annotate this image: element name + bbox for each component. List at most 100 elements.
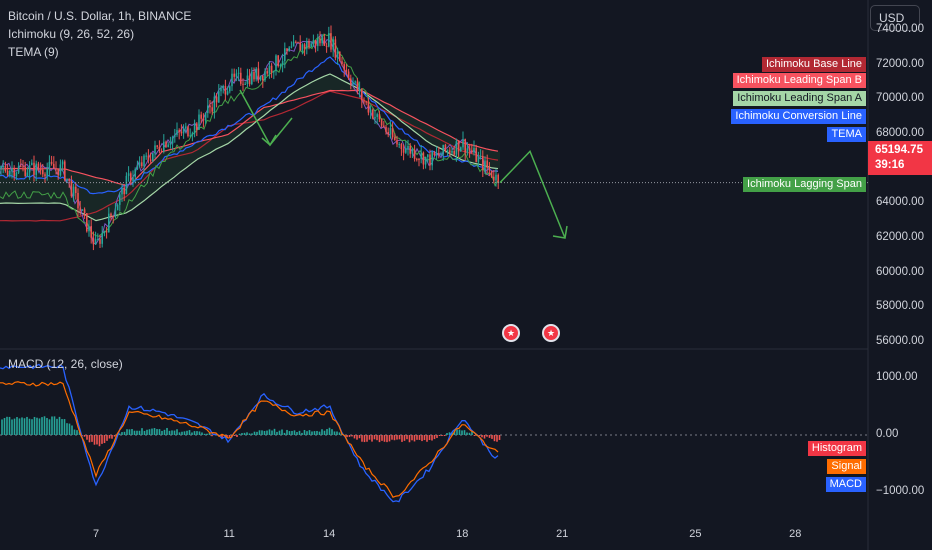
histogram-bar <box>381 435 383 441</box>
histogram-bar <box>146 429 148 435</box>
candle-body <box>435 153 438 155</box>
candle-body <box>273 71 275 73</box>
candle-body <box>281 61 284 65</box>
histogram-bar <box>43 416 46 435</box>
candle-body <box>218 91 220 103</box>
histogram-bar <box>51 416 53 435</box>
candle-body <box>378 114 381 120</box>
histogram-bar <box>278 430 281 435</box>
candle-body <box>339 51 341 62</box>
candle-body <box>295 41 297 43</box>
candle-body <box>233 73 235 77</box>
histogram-bar <box>488 435 491 438</box>
candle-body <box>176 130 178 135</box>
candle-body <box>288 47 290 52</box>
histogram-bar <box>211 435 213 437</box>
histogram-bar <box>426 435 428 442</box>
macd-legend[interactable]: MACD (12, 26, close) <box>8 357 123 371</box>
histogram-bar <box>246 432 248 435</box>
candle-body <box>189 135 191 137</box>
candle-body <box>442 144 444 155</box>
candle-body <box>9 171 11 175</box>
time-tick-label: 14 <box>322 528 336 540</box>
candle-body <box>449 150 451 153</box>
candle-body <box>413 149 416 159</box>
candle-body <box>367 102 370 113</box>
candle-body <box>39 169 42 171</box>
histogram-bar <box>251 433 253 435</box>
candle-body <box>246 75 249 84</box>
candle-body <box>411 149 414 154</box>
histogram-bar <box>173 430 176 435</box>
flag-us-icon[interactable]: ★ <box>502 324 520 342</box>
histogram-bar <box>331 429 333 435</box>
candle-body <box>42 169 44 175</box>
candle-body <box>400 144 403 150</box>
histogram-bar <box>318 431 321 435</box>
candle-body <box>83 209 86 214</box>
symbol-legend[interactable]: Bitcoin / U.S. Dollar, 1h, BINANCE <box>8 9 192 23</box>
cloud-fill <box>0 73 500 221</box>
candle-body <box>396 139 398 145</box>
candle-body <box>116 204 119 211</box>
candle-body <box>402 149 405 153</box>
candle-body <box>178 130 180 132</box>
histogram-bar <box>296 432 298 435</box>
histogram-label: Histogram <box>807 441 866 456</box>
candle-body <box>257 68 260 80</box>
histogram-bar <box>228 435 231 437</box>
candle-body <box>279 64 282 66</box>
candle-body <box>75 186 77 193</box>
candle-body <box>286 48 288 52</box>
candle-body <box>33 162 35 175</box>
histogram-bar <box>153 428 156 435</box>
candle-body <box>493 176 495 181</box>
histogram-bar <box>356 435 358 440</box>
candle-body <box>143 155 145 167</box>
histogram-bar <box>206 433 208 435</box>
candle-body <box>163 141 165 152</box>
candle-body <box>154 145 156 154</box>
candle-body <box>147 155 150 160</box>
series-line-conversion <box>0 56 498 195</box>
histogram-bar <box>113 435 116 437</box>
histogram-bar <box>73 429 76 435</box>
candle-body <box>341 61 343 65</box>
candle-body <box>275 55 277 72</box>
candle-body <box>259 75 262 80</box>
histogram-bar <box>338 432 341 435</box>
candle-body <box>229 86 231 92</box>
histogram-bar <box>388 435 391 442</box>
histogram-bar <box>393 435 396 441</box>
currency-button[interactable]: USD <box>870 5 920 31</box>
candle-body <box>429 154 431 166</box>
candle-body <box>46 169 48 177</box>
candle-body <box>466 148 469 153</box>
candle-body <box>486 160 488 169</box>
histogram-bar <box>201 432 203 435</box>
histogram-bar <box>38 418 41 435</box>
histogram-bar <box>333 431 336 435</box>
flag-us-icon[interactable]: ★ <box>542 324 560 342</box>
ichimoku-legend[interactable]: Ichimoku (9, 26, 52, 26) <box>8 27 135 41</box>
candle-body <box>374 116 376 119</box>
histogram-bar <box>208 432 211 435</box>
candle-body <box>79 208 81 211</box>
histogram-bar <box>493 435 496 442</box>
candle-body <box>297 42 299 44</box>
candle-body <box>152 153 154 161</box>
histogram-bar <box>166 427 168 435</box>
histogram-bar <box>61 419 63 435</box>
price-tick-label: 58000.00 <box>876 300 924 313</box>
histogram-bar <box>283 432 286 435</box>
histogram-bar <box>358 435 361 439</box>
price-tick-label: 62000.00 <box>876 231 924 243</box>
candle-body <box>97 239 99 241</box>
tema-legend[interactable]: TEMA (9) <box>8 45 59 59</box>
candle-body <box>321 37 323 44</box>
candle-body <box>460 147 462 152</box>
candle-body <box>72 186 75 197</box>
candle-body <box>224 85 227 95</box>
candle-body <box>444 144 447 151</box>
